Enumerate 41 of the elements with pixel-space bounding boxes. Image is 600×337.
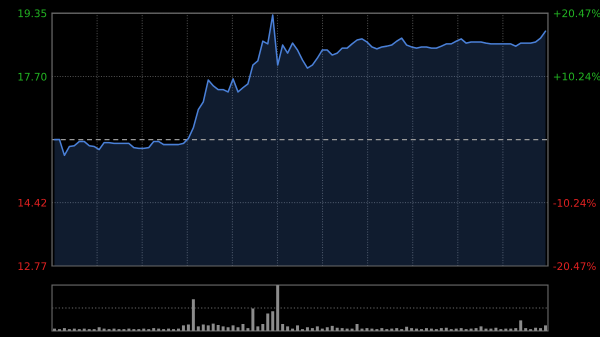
bar	[519, 320, 522, 331]
bar	[524, 328, 528, 331]
bar	[310, 328, 314, 331]
bar	[340, 328, 344, 331]
bar	[261, 324, 264, 331]
bar	[534, 328, 538, 331]
bar	[212, 324, 215, 331]
bar	[365, 328, 368, 331]
bar	[251, 308, 254, 331]
bar	[356, 324, 359, 331]
y2-tick-label: -20.47%	[553, 262, 596, 270]
bar	[241, 324, 244, 331]
bar	[62, 328, 66, 331]
y-tick-label: 12.77	[18, 262, 46, 270]
bar	[460, 328, 463, 331]
bar	[281, 324, 284, 331]
y-tick-label: 19.35	[18, 9, 46, 18]
bar	[395, 328, 398, 331]
bar	[410, 328, 414, 331]
bar	[276, 285, 280, 331]
bar	[186, 324, 190, 331]
bar	[440, 328, 443, 331]
bar	[232, 325, 235, 331]
y2-tick-label: -10.24%	[553, 199, 596, 207]
bar	[152, 328, 156, 331]
bar	[216, 324, 220, 331]
bar	[544, 325, 547, 331]
bar	[539, 328, 542, 331]
bar	[202, 324, 205, 331]
bar	[444, 328, 448, 331]
bar	[380, 328, 384, 331]
bar	[494, 328, 498, 331]
bar	[336, 328, 339, 331]
y-tick-label: 14.42	[18, 198, 46, 207]
bar	[424, 328, 428, 331]
bar	[182, 325, 185, 331]
bar	[296, 325, 300, 331]
y-tick-label: 17.70	[18, 72, 46, 81]
bar	[474, 328, 478, 331]
bar	[192, 299, 195, 331]
bar	[246, 328, 250, 331]
